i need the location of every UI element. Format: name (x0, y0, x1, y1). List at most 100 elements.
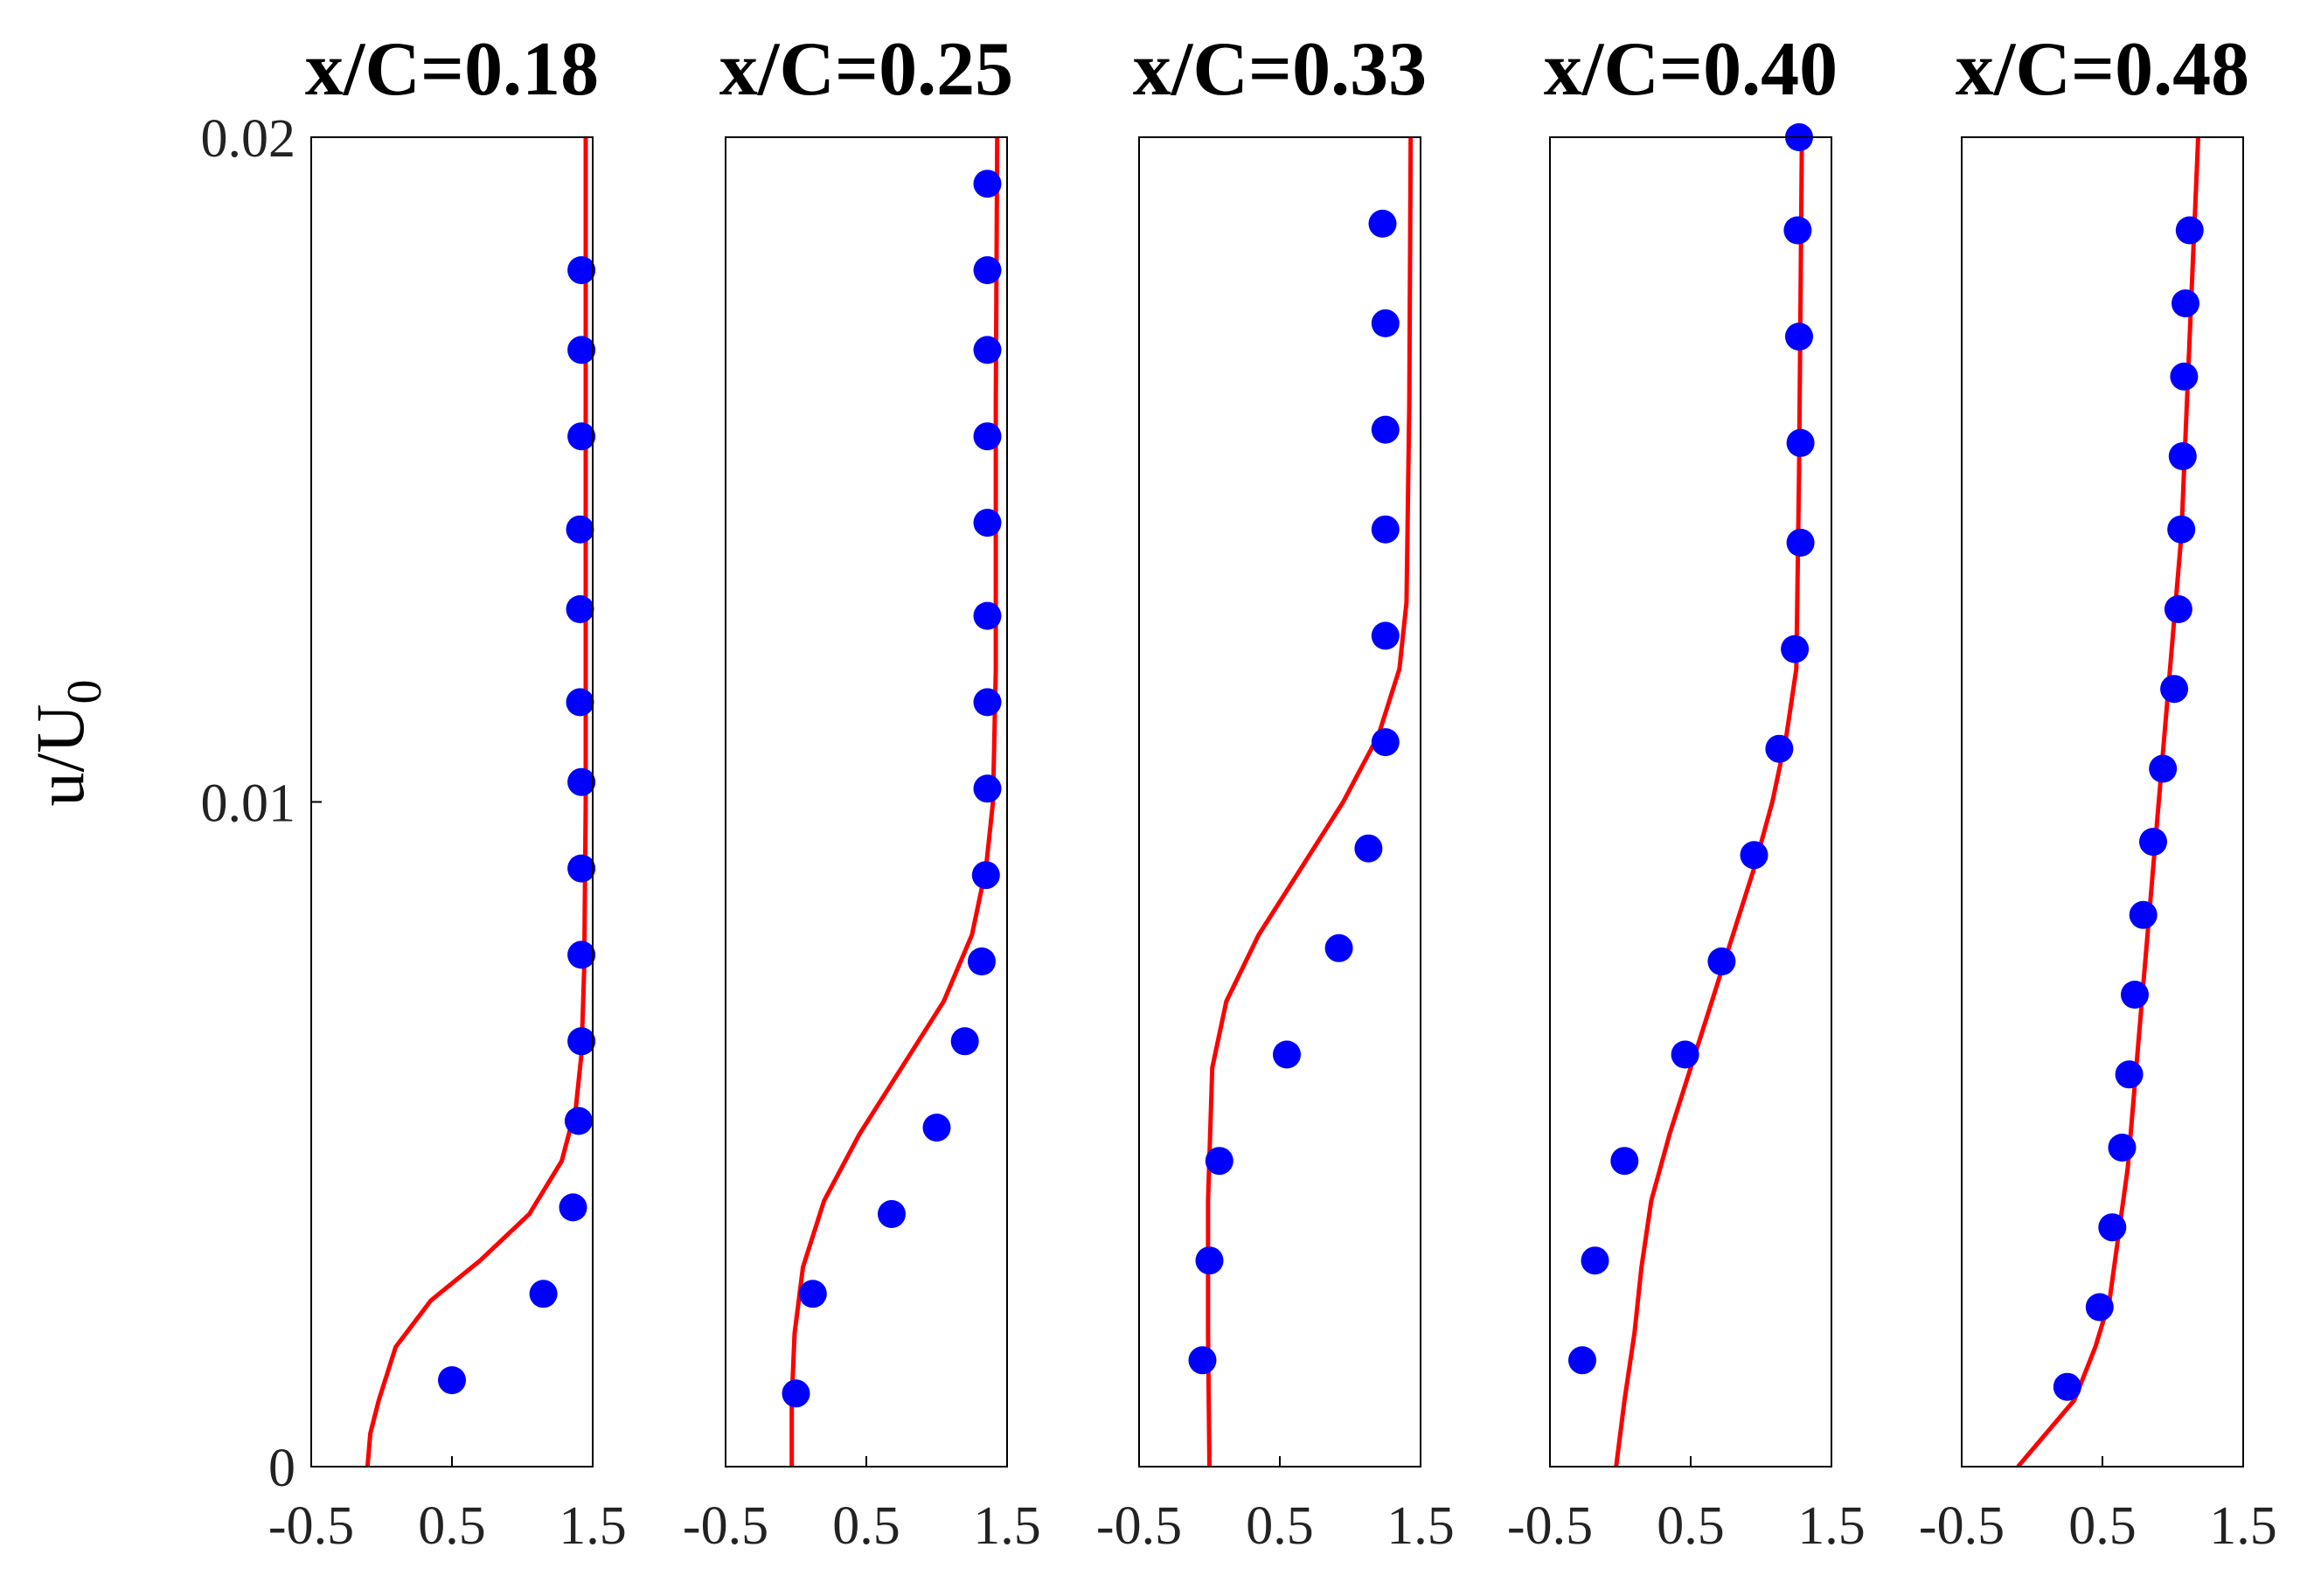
data-point (1354, 834, 1383, 863)
data-point (971, 861, 1000, 890)
data-point (2108, 1134, 2137, 1162)
x-tick-label: 1.5 (1386, 1496, 1455, 1556)
data-point (973, 170, 1002, 198)
data-point (567, 854, 596, 883)
panel-title: x/C=0.25 (719, 27, 1013, 112)
data-point (1195, 1246, 1224, 1275)
data-point (559, 1193, 587, 1222)
data-point (567, 940, 596, 969)
data-point (1707, 947, 1736, 975)
data-point (566, 515, 594, 544)
data-point (2129, 900, 2158, 929)
data-point (1273, 1040, 1301, 1069)
data-point (1781, 635, 1810, 663)
data-point (1188, 1346, 1217, 1375)
data-point (2167, 515, 2196, 544)
panel-frame (1138, 136, 1421, 1468)
y-axis-label-subscript: 0 (58, 680, 112, 704)
data-point (567, 1027, 596, 1056)
data-point (2168, 442, 2197, 470)
panels: x/C=0.18-0.5 0.5 1.5x/C=0.25-0.5 0.5 1.5x/C=… (268, 27, 2277, 1556)
x-tick-label: 1.5 (1797, 1496, 1866, 1556)
x-tick-label: 1.5 (973, 1496, 1041, 1556)
data-point (922, 1114, 951, 1142)
data-point (1786, 528, 1815, 557)
data-point (567, 256, 596, 285)
data-point (878, 1200, 906, 1228)
x-tick-label: -0.5 (1507, 1496, 1593, 1556)
data-point (1324, 933, 1353, 962)
data-point (782, 1379, 810, 1408)
data-point (1785, 323, 1813, 351)
panel: x/C=0.33 -0.5 0.5 1.5 (1096, 27, 1455, 1556)
series-line (2016, 137, 2200, 1467)
data-point (2053, 1372, 2081, 1401)
x-tick-label: -0.5 (268, 1496, 354, 1556)
data-point (1786, 428, 1815, 457)
data-point (1371, 621, 1400, 650)
data-point (1205, 1147, 1233, 1176)
series-line (365, 137, 588, 1467)
panel: x/C=0.48 -0.5 0.5 1.5 (1919, 27, 2277, 1556)
data-point (2139, 828, 2167, 857)
x-tick-label: 1.5 (2209, 1496, 2277, 1556)
data-point (438, 1366, 466, 1395)
y-tick-label: 0 (268, 1439, 295, 1498)
panel-frame (1961, 136, 2244, 1468)
panel: x/C=0.25 -0.5 0.5 1.5 (683, 27, 1041, 1556)
data-point (1581, 1246, 1609, 1275)
data-point (2121, 981, 2149, 1009)
x-tick-label: 0.5 (418, 1496, 486, 1556)
x-tick-label: 0.5 (1657, 1496, 1725, 1556)
panel-title: x/C=0.40 (1544, 27, 1838, 112)
data-point (1371, 515, 1400, 544)
panel: x/C=0.18 -0.5 0.5 1.5 (268, 27, 627, 1556)
y-axis-label: u/U0 (22, 680, 112, 807)
data-point (973, 509, 1002, 538)
data-point (1371, 309, 1400, 337)
data-point (1568, 1346, 1596, 1375)
panel-title: x/C=0.18 (305, 27, 599, 112)
x-tick-label: -0.5 (1919, 1496, 2005, 1556)
data-point (564, 1107, 593, 1135)
data-point (973, 601, 1002, 630)
data-point (973, 336, 1002, 364)
x-tick-label: 1.5 (559, 1496, 627, 1556)
data-point (529, 1280, 558, 1308)
data-point (2098, 1213, 2127, 1242)
data-point (1368, 209, 1397, 238)
panel-frame (310, 136, 594, 1468)
data-point (567, 767, 596, 796)
data-point (973, 774, 1002, 803)
x-tick-label: -0.5 (683, 1496, 768, 1556)
data-point (973, 422, 1002, 451)
data-point (2170, 362, 2199, 391)
data-point (968, 947, 996, 975)
x-tick-label: 0.5 (2068, 1496, 2137, 1556)
data-point (2175, 216, 2204, 245)
data-point (973, 688, 1002, 717)
y-tick-label: 0.02 (201, 109, 296, 169)
series-line (789, 137, 1000, 1467)
data-point (1740, 841, 1768, 870)
data-point (1610, 1147, 1639, 1176)
x-tick-label: 0.5 (1246, 1496, 1314, 1556)
data-point (566, 595, 594, 623)
data-point (2171, 289, 2199, 318)
series-line (1614, 137, 1804, 1467)
data-point (2149, 754, 2178, 783)
data-point (950, 1027, 979, 1056)
data-point (2160, 675, 2189, 704)
data-point (567, 422, 596, 451)
y-axis-label-main: u/U (22, 704, 98, 807)
panel-title: x/C=0.48 (1956, 27, 2249, 112)
data-point (1371, 415, 1400, 444)
panel-title: x/C=0.33 (1133, 27, 1427, 112)
data-point (2085, 1293, 2114, 1322)
series-line (1206, 137, 1414, 1467)
data-point (567, 336, 596, 364)
data-point (1671, 1040, 1699, 1069)
panel-frame (725, 136, 1008, 1468)
data-point (2115, 1060, 2144, 1089)
